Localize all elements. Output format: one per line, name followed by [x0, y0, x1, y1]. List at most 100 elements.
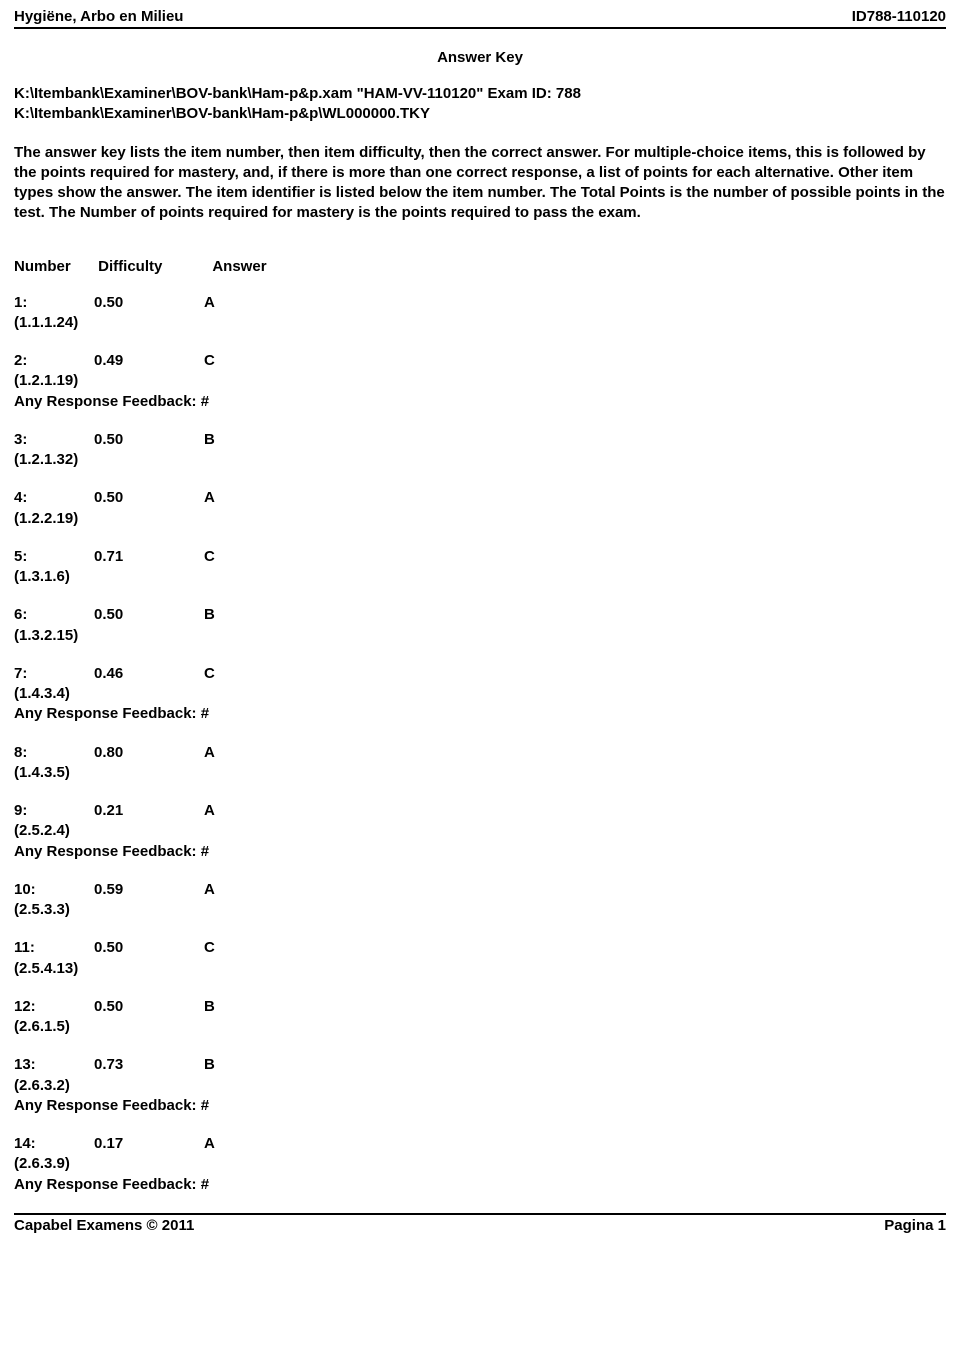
item-difficulty: 0.50 — [94, 997, 204, 1017]
answer-item-row: 14:0.17A — [14, 1134, 946, 1154]
item-identifier: (1.1.1.24) — [14, 313, 946, 333]
answer-item-row: 5:0.71C — [14, 547, 946, 567]
item-identifier: (1.3.2.15) — [14, 626, 946, 646]
item-identifier: (2.6.1.5) — [14, 1017, 946, 1037]
answer-item: 10:0.59A(2.5.3.3) — [14, 880, 946, 921]
item-identifier: (1.4.3.5) — [14, 763, 946, 783]
item-difficulty: 0.80 — [94, 743, 204, 763]
item-answer: B — [204, 997, 284, 1017]
item-feedback: Any Response Feedback: # — [14, 1175, 946, 1195]
answer-item-row: 6:0.50B — [14, 605, 946, 625]
item-feedback: Any Response Feedback: # — [14, 704, 946, 724]
answer-item-row: 13:0.73B — [14, 1055, 946, 1075]
item-number: 14: — [14, 1134, 94, 1154]
item-number: 13: — [14, 1055, 94, 1075]
item-answer: B — [204, 1055, 284, 1075]
item-feedback: Any Response Feedback: # — [14, 1096, 946, 1116]
answer-item-row: 1:0.50A — [14, 293, 946, 313]
item-difficulty: 0.46 — [94, 664, 204, 684]
column-header-answer: Answer — [212, 258, 292, 275]
item-answer: A — [204, 488, 284, 508]
item-feedback: Any Response Feedback: # — [14, 392, 946, 412]
item-identifier: (1.2.1.19) — [14, 371, 946, 391]
answer-item-row: 11:0.50C — [14, 938, 946, 958]
page-footer: Capabel Examens © 2011 Pagina 1 — [14, 1213, 946, 1234]
item-answer: C — [204, 664, 284, 684]
item-difficulty: 0.50 — [94, 293, 204, 313]
item-number: 6: — [14, 605, 94, 625]
item-identifier: (2.5.4.13) — [14, 959, 946, 979]
answer-item: 2:0.49C(1.2.1.19)Any Response Feedback: … — [14, 351, 946, 412]
item-difficulty: 0.71 — [94, 547, 204, 567]
description-paragraph: The answer key lists the item number, th… — [14, 143, 946, 224]
column-headers: Number Difficulty Answer — [14, 258, 946, 275]
answer-item: 8:0.80A(1.4.3.5) — [14, 743, 946, 784]
item-identifier: (2.5.2.4) — [14, 821, 946, 841]
answer-item: 14:0.17A(2.6.3.9)Any Response Feedback: … — [14, 1134, 946, 1195]
item-identifier: (1.3.1.6) — [14, 567, 946, 587]
item-difficulty: 0.50 — [94, 605, 204, 625]
answer-item: 1:0.50A(1.1.1.24) — [14, 293, 946, 334]
answer-item: 12:0.50B(2.6.1.5) — [14, 997, 946, 1038]
item-identifier: (1.4.3.4) — [14, 684, 946, 704]
item-number: 5: — [14, 547, 94, 567]
item-answer: C — [204, 351, 284, 371]
answer-item-row: 10:0.59A — [14, 880, 946, 900]
item-number: 4: — [14, 488, 94, 508]
item-answer: A — [204, 880, 284, 900]
answer-item-row: 2:0.49C — [14, 351, 946, 371]
item-identifier: (2.6.3.2) — [14, 1076, 946, 1096]
column-header-number: Number — [14, 258, 94, 275]
answer-item: 5:0.71C(1.3.1.6) — [14, 547, 946, 588]
page-header: Hygiëne, Arbo en Milieu ID788-110120 — [14, 8, 946, 29]
item-identifier: (1.2.2.19) — [14, 509, 946, 529]
header-left: Hygiëne, Arbo en Milieu — [14, 8, 183, 25]
answer-item-row: 3:0.50B — [14, 430, 946, 450]
answer-item-row: 7:0.46C — [14, 664, 946, 684]
item-number: 9: — [14, 801, 94, 821]
file-paths: K:\Itembank\Examiner\BOV-bank\Ham-p&p.xa… — [14, 84, 946, 125]
item-difficulty: 0.50 — [94, 488, 204, 508]
item-number: 3: — [14, 430, 94, 450]
item-difficulty: 0.59 — [94, 880, 204, 900]
footer-left: Capabel Examens © 2011 — [14, 1217, 194, 1234]
answer-item: 4:0.50A(1.2.2.19) — [14, 488, 946, 529]
header-right: ID788-110120 — [852, 8, 946, 25]
footer-right: Pagina 1 — [884, 1217, 946, 1234]
item-feedback: Any Response Feedback: # — [14, 842, 946, 862]
item-answer: B — [204, 605, 284, 625]
answer-item: 11:0.50C(2.5.4.13) — [14, 938, 946, 979]
path-line-1: K:\Itembank\Examiner\BOV-bank\Ham-p&p.xa… — [14, 84, 946, 104]
path-line-2: K:\Itembank\Examiner\BOV-bank\Ham-p&p\WL… — [14, 104, 946, 124]
column-header-difficulty: Difficulty — [98, 258, 208, 275]
item-identifier: (2.6.3.9) — [14, 1154, 946, 1174]
item-answer: A — [204, 1134, 284, 1154]
item-answer: A — [204, 801, 284, 821]
answer-item: 3:0.50B(1.2.1.32) — [14, 430, 946, 471]
item-answer: A — [204, 293, 284, 313]
item-difficulty: 0.17 — [94, 1134, 204, 1154]
answer-item-row: 8:0.80A — [14, 743, 946, 763]
item-number: 10: — [14, 880, 94, 900]
item-difficulty: 0.49 — [94, 351, 204, 371]
answer-key-list: 1:0.50A(1.1.1.24)2:0.49C(1.2.1.19)Any Re… — [14, 293, 946, 1195]
item-number: 2: — [14, 351, 94, 371]
item-number: 8: — [14, 743, 94, 763]
answer-item: 7:0.46C(1.4.3.4)Any Response Feedback: # — [14, 664, 946, 725]
answer-item: 13:0.73B(2.6.3.2)Any Response Feedback: … — [14, 1055, 946, 1116]
item-number: 12: — [14, 997, 94, 1017]
item-number: 11: — [14, 938, 94, 958]
answer-item-row: 4:0.50A — [14, 488, 946, 508]
item-identifier: (1.2.1.32) — [14, 450, 946, 470]
item-identifier: (2.5.3.3) — [14, 900, 946, 920]
item-answer: C — [204, 938, 284, 958]
item-difficulty: 0.73 — [94, 1055, 204, 1075]
item-answer: C — [204, 547, 284, 567]
answer-item-row: 12:0.50B — [14, 997, 946, 1017]
item-number: 1: — [14, 293, 94, 313]
item-answer: A — [204, 743, 284, 763]
item-difficulty: 0.50 — [94, 430, 204, 450]
item-difficulty: 0.50 — [94, 938, 204, 958]
answer-item-row: 9:0.21A — [14, 801, 946, 821]
answer-item: 6:0.50B(1.3.2.15) — [14, 605, 946, 646]
